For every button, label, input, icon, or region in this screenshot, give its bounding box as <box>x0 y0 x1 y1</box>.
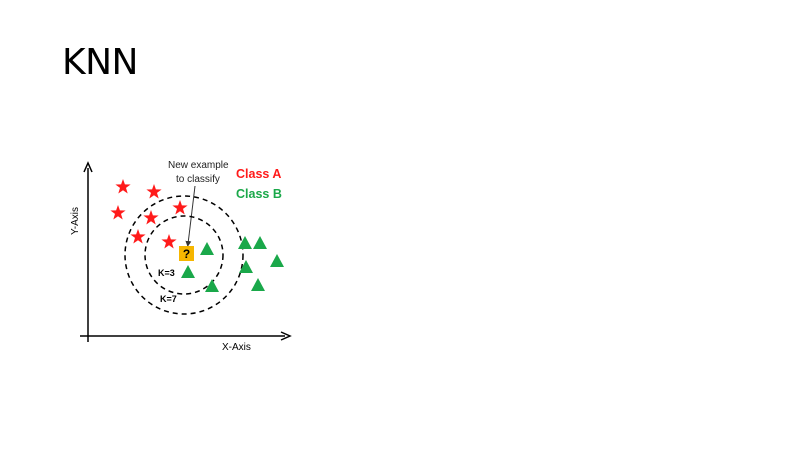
legend-class-b: Class B <box>236 187 282 201</box>
triangle-icon <box>270 254 284 267</box>
class-b-points <box>181 236 284 292</box>
k7-label: K=7 <box>160 294 177 304</box>
legend-class-a: Class A <box>236 167 281 181</box>
triangle-icon <box>238 236 252 249</box>
new-example-label-line2: to classify <box>176 174 220 185</box>
new-example-question-mark: ? <box>183 247 190 261</box>
slide-title: KNN <box>62 42 138 83</box>
star-icon <box>110 205 126 220</box>
star-icon <box>172 200 188 215</box>
k7-circle <box>124 195 244 315</box>
x-axis-label: X-Axis <box>222 342 251 353</box>
class-a-points <box>110 179 188 249</box>
triangle-icon <box>253 236 267 249</box>
star-icon <box>130 229 146 244</box>
y-axis-arrow-icon <box>83 161 93 173</box>
triangle-icon <box>200 242 214 255</box>
triangle-icon <box>181 265 195 278</box>
triangle-icon <box>239 260 253 273</box>
k3-circle <box>144 215 224 295</box>
star-icon <box>143 210 159 225</box>
star-icon <box>146 184 162 199</box>
new-example-marker <box>179 246 194 261</box>
new-example-arrow <box>185 185 196 247</box>
triangle-icon <box>205 279 219 292</box>
star-icon <box>161 234 177 249</box>
y-axis-label: Y-Axis <box>70 207 81 235</box>
k3-label: K=3 <box>158 268 175 278</box>
star-icon <box>115 179 131 194</box>
x-axis-arrow-icon <box>280 331 292 341</box>
triangle-icon <box>251 278 265 291</box>
new-example-label-line1: New example <box>168 160 229 171</box>
